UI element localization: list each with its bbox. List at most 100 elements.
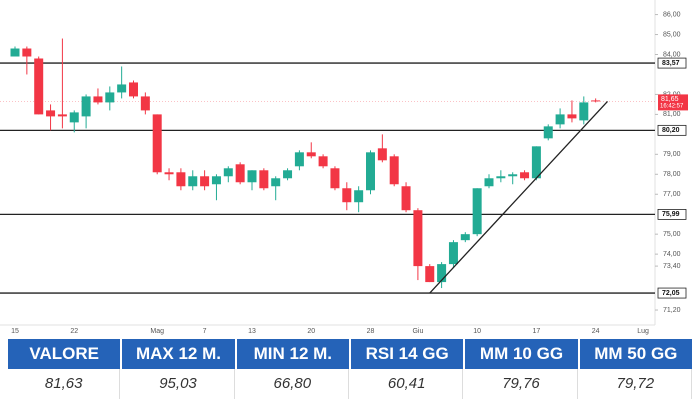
candle-body [460,234,470,241]
level-label: 75,99 [662,211,680,218]
candle-body [425,266,435,283]
x-tick-label: 17 [533,328,541,335]
candle-body [22,48,32,57]
candle-body [437,264,447,283]
y-tick-label: 71,20 [663,307,681,314]
candle-body [247,170,257,183]
x-tick-label: 13 [248,328,256,335]
candle-body [543,126,553,139]
candle-body [472,188,482,235]
candle-body [235,164,245,183]
candle-body [389,156,399,185]
table-header: MAX 12 M. [122,339,235,369]
candle-body [531,146,541,179]
candle-body [69,112,79,123]
level-label: 72,05 [662,290,680,297]
last-price-label: 81,65 [661,96,679,103]
table-header: MIN 12 M. [236,339,349,369]
x-tick-label: 10 [473,328,481,335]
candle-body [164,172,174,175]
candle-body [318,156,328,167]
candle-body [579,102,589,121]
level-box [657,57,687,69]
table-value: 79,76 [465,369,578,399]
candle-body [188,176,198,187]
y-tick-label: 86,00 [663,11,681,18]
table-header: MM 10 GG [465,339,578,369]
candle-body [496,176,506,179]
table-header: MM 50 GG [579,339,692,369]
table-value: 79,72 [580,369,692,399]
y-tick-label: 77,00 [663,191,681,198]
y-tick-label: 79,00 [663,151,681,158]
x-tick-label: Lug [637,328,649,335]
candle-body [342,188,352,203]
x-tick-label: 7 [203,328,207,335]
candle-body [223,168,233,177]
candle-body [211,176,221,185]
y-tick-label: 73,40 [663,263,681,270]
y-tick-label: 75,00 [663,231,681,238]
candle-body [294,152,304,167]
candle-body [105,92,115,103]
y-tick-label: 84,00 [663,51,681,58]
level-box [657,287,687,299]
table-value: 81,63 [8,369,121,399]
y-tick-label: 85,00 [663,31,681,38]
candle-body [520,172,530,179]
candle-body [448,242,458,265]
candle-body [200,176,210,187]
table-header: RSI 14 GG [351,339,464,369]
last-price-time: 16:42:57 [660,103,684,109]
candle-body [484,178,494,187]
candle-body [152,114,162,173]
candle-body [555,114,565,125]
x-tick-label: 24 [592,328,600,335]
stats-table: VALORE MAX 12 M. MIN 12 M. RSI 14 GG MM 10 G… [8,339,692,399]
table-header: VALORE [8,339,121,369]
candle-body [129,82,138,97]
x-tick-label: Mag [150,328,164,335]
y-tick-label: 78,00 [663,171,681,178]
x-tick-label: Giu [412,328,423,335]
candle-body [117,84,127,93]
level-label: 80,20 [662,127,680,134]
candle-body [377,148,387,161]
level-box [657,209,687,220]
candle-body [354,190,364,203]
candle-body [81,96,91,117]
candle-body [401,186,411,211]
table-value: 60,41 [351,369,464,399]
chart: 86,0085,0084,0082,0081,0079,0078,0077,00… [0,0,688,335]
candle-body [259,170,269,189]
candle-body [93,96,103,103]
x-tick-label: 20 [307,328,315,335]
y-tick-label: 74,00 [663,251,681,258]
level-box [657,124,687,136]
x-tick-label: 28 [367,328,375,335]
candle-body [330,168,340,189]
table-value: 95,03 [122,369,235,399]
candle-body [271,178,281,187]
table-value: 66,80 [237,369,349,399]
trendline [429,100,608,294]
candle-body [10,48,20,57]
candle-body [591,100,601,102]
candle-body [306,152,316,157]
y-tick-label: 81,00 [663,111,681,118]
level-label: 83,57 [662,60,680,67]
candle-body [34,58,44,115]
candle-body [176,172,186,187]
x-tick-label: 22 [70,328,78,335]
last-price-box [658,94,688,111]
x-tick-label: 15 [11,328,19,335]
candle-body [366,152,375,191]
candle-body [567,114,577,119]
candle-body [46,110,56,117]
candle-body [57,114,67,117]
candle-body [283,170,293,179]
candle-body [140,96,150,111]
candle-body [413,210,423,267]
candle-body [508,174,518,177]
